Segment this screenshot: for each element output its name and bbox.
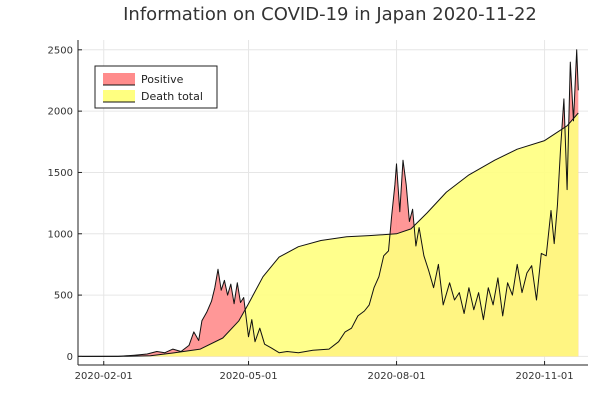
series-layer bbox=[77, 49, 579, 357]
legend-swatch bbox=[103, 90, 135, 102]
y-tick-label: 2000 bbox=[48, 107, 73, 118]
legend-swatch bbox=[103, 73, 135, 85]
x-tick-label: 2020-05-01 bbox=[219, 371, 277, 382]
legend-label: Death total bbox=[141, 90, 203, 103]
x-tick-label: 2020-08-01 bbox=[367, 371, 425, 382]
x-tick-label: 2020-02-01 bbox=[75, 371, 133, 382]
axes: 0 500 1000 1500 2000 2500 2020-02-01 2020-05-01… bbox=[48, 40, 588, 382]
y-tick-label: 2500 bbox=[48, 45, 73, 56]
y-tick-label: 1500 bbox=[48, 168, 73, 179]
series-line-positive bbox=[78, 49, 579, 357]
legend: Positive Death total bbox=[94, 65, 218, 109]
series-line-death-total bbox=[77, 112, 579, 357]
chart-title: Information on COVID-19 in Japan 2020-11… bbox=[123, 4, 537, 25]
y-tick-label: 0 bbox=[67, 352, 73, 363]
y-tick-label: 1000 bbox=[48, 229, 73, 240]
legend-label: Positive bbox=[141, 73, 184, 86]
y-tick-label: 500 bbox=[54, 291, 73, 302]
x-tick-label: 2020-11-01 bbox=[515, 371, 573, 382]
